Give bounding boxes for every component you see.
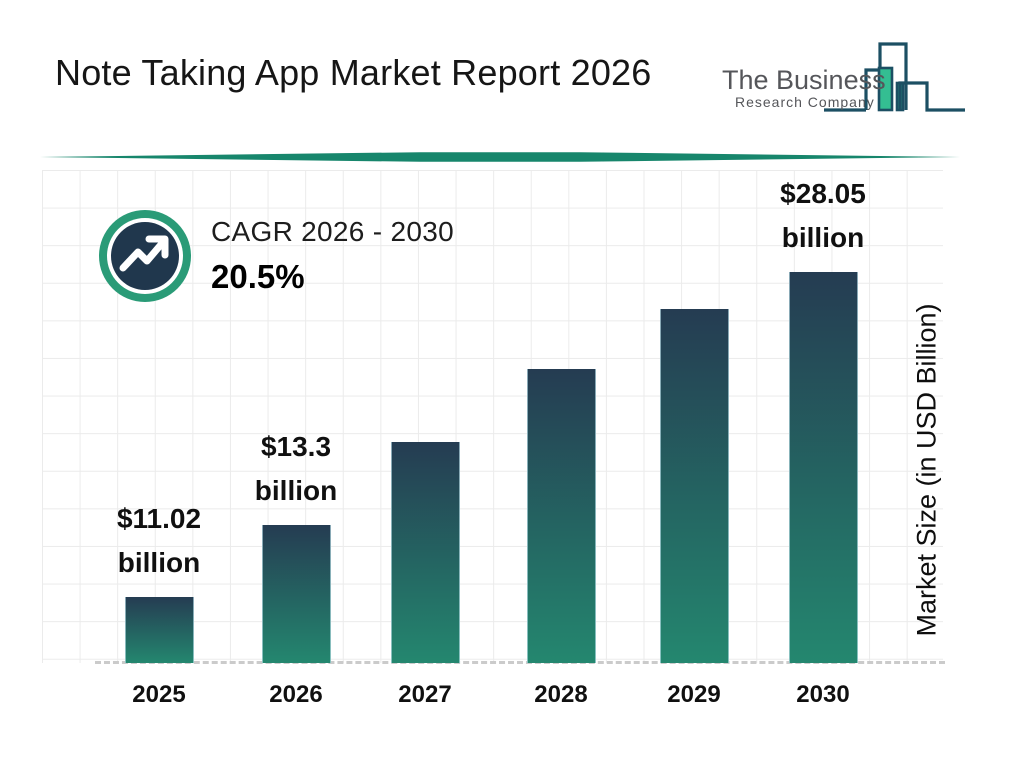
bar-value-label: $28.05 billion <box>780 172 866 259</box>
cagr-value: 20.5% <box>211 258 305 295</box>
bar-value-unit: billion <box>117 546 201 578</box>
bar-group-2027 <box>369 429 481 663</box>
bar-2026 <box>261 525 331 663</box>
trending-up-icon <box>99 210 191 302</box>
bar-group-2026: $13.3 billion <box>240 425 352 663</box>
x-tick-2030: 2030 <box>796 681 850 708</box>
x-tick-2025: 2025 <box>132 681 186 708</box>
cagr-callout: CAGR 2026 - 2030 20.5% <box>211 216 454 296</box>
bar-2025 <box>124 597 194 663</box>
bar-value-label: $13.3 billion <box>255 425 337 512</box>
logo-bars-icon <box>824 42 965 112</box>
logo-text-line2: Research Company <box>735 94 875 110</box>
bar-value-amount: $13.3 <box>260 431 332 463</box>
bar-value-label: $11.02 billion <box>117 497 201 584</box>
y-axis-label: Market Size (in USD Billion) <box>911 303 942 637</box>
bar-2030 <box>788 272 858 663</box>
bar-value-unit: billion <box>781 221 865 253</box>
x-tick-2029: 2029 <box>667 681 721 708</box>
bar-value-amount: $28.05 <box>780 178 866 210</box>
cagr-label: CAGR 2026 - 2030 <box>211 216 454 247</box>
bar-group-2029 <box>638 296 750 663</box>
x-axis-baseline <box>95 661 945 664</box>
bar-2027 <box>390 442 460 663</box>
bar-2028 <box>526 369 596 663</box>
logo-text-line1: The Business <box>722 65 886 95</box>
bar-group-2025: $11.02 billion <box>103 497 215 663</box>
bar-value-unit: billion <box>254 474 338 506</box>
company-logo: The Business Research Company <box>722 42 965 112</box>
x-tick-2027: 2027 <box>398 681 452 708</box>
bar-2029 <box>659 309 729 663</box>
x-tick-2028: 2028 <box>534 681 588 708</box>
bar-group-2028 <box>505 356 617 663</box>
page-title: Note Taking App Market Report 2026 <box>55 52 652 93</box>
x-tick-2026: 2026 <box>269 681 323 708</box>
header-divider <box>40 152 960 162</box>
bar-value-amount: $11.02 <box>116 503 202 535</box>
bar-group-2030: $28.05 billion <box>767 172 879 663</box>
